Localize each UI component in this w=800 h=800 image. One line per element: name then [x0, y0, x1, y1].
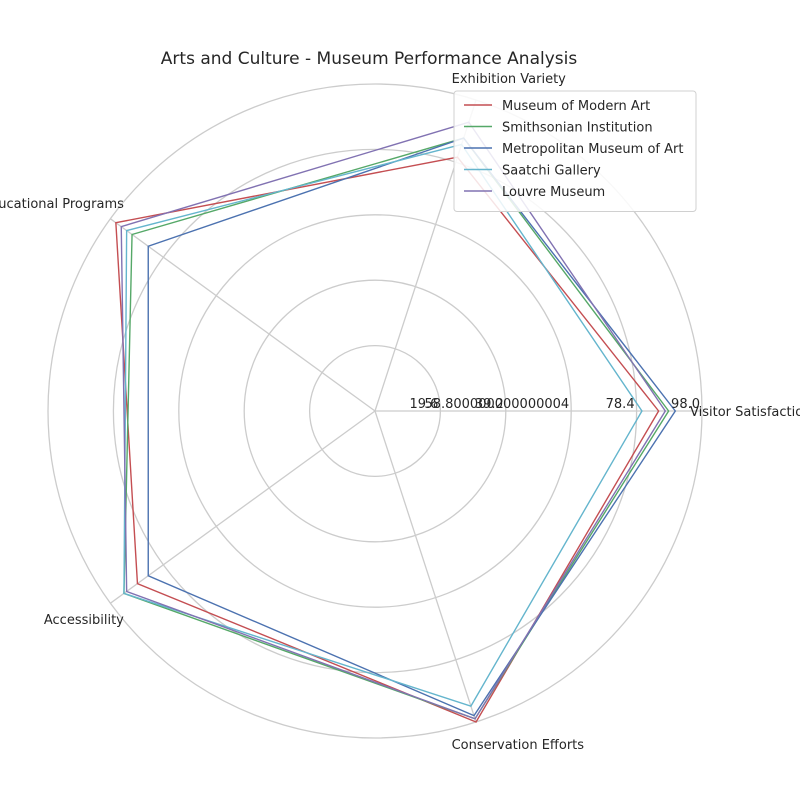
category-label: Accessibility — [44, 613, 124, 628]
radial-tick-label: 98.0 — [671, 397, 700, 412]
category-label: Visitor Satisfaction — [690, 405, 800, 420]
category-label: Educational Programs — [0, 197, 124, 212]
legend-label: Saatchi Gallery — [502, 164, 601, 179]
radial-tick-label: 78.4 — [606, 397, 635, 412]
radial-tick-label: 58.800000000000004 — [424, 397, 569, 412]
category-label: Conservation Efforts — [452, 738, 585, 753]
legend-label: Louvre Museum — [502, 185, 605, 200]
legend-label: Smithsonian Institution — [502, 121, 653, 136]
category-label: Exhibition Variety — [452, 72, 567, 87]
legend-box — [453, 90, 697, 212]
legend: Museum of Modern Art Smithsonian Institut… — [453, 90, 697, 212]
radial-tick-label: 19.6 — [409, 397, 438, 412]
series-line — [147, 137, 677, 717]
series-line — [115, 156, 660, 723]
axis-spoke — [110, 218, 376, 412]
radial-tick-label: 39.2 — [475, 397, 504, 412]
axis-spoke — [374, 410, 477, 723]
legend-label: Metropolitan Museum of Art — [502, 142, 683, 157]
series-line — [123, 137, 670, 720]
radar-labels: 19.6 39.258.800000000000004 78.4 98.0Visito… — [0, 72, 800, 753]
axis-spoke — [110, 410, 376, 604]
legend-label: Museum of Modern Art — [502, 99, 650, 114]
chart-title: Arts and Culture - Museum Performance An… — [161, 49, 578, 69]
radar-series — [115, 121, 677, 723]
